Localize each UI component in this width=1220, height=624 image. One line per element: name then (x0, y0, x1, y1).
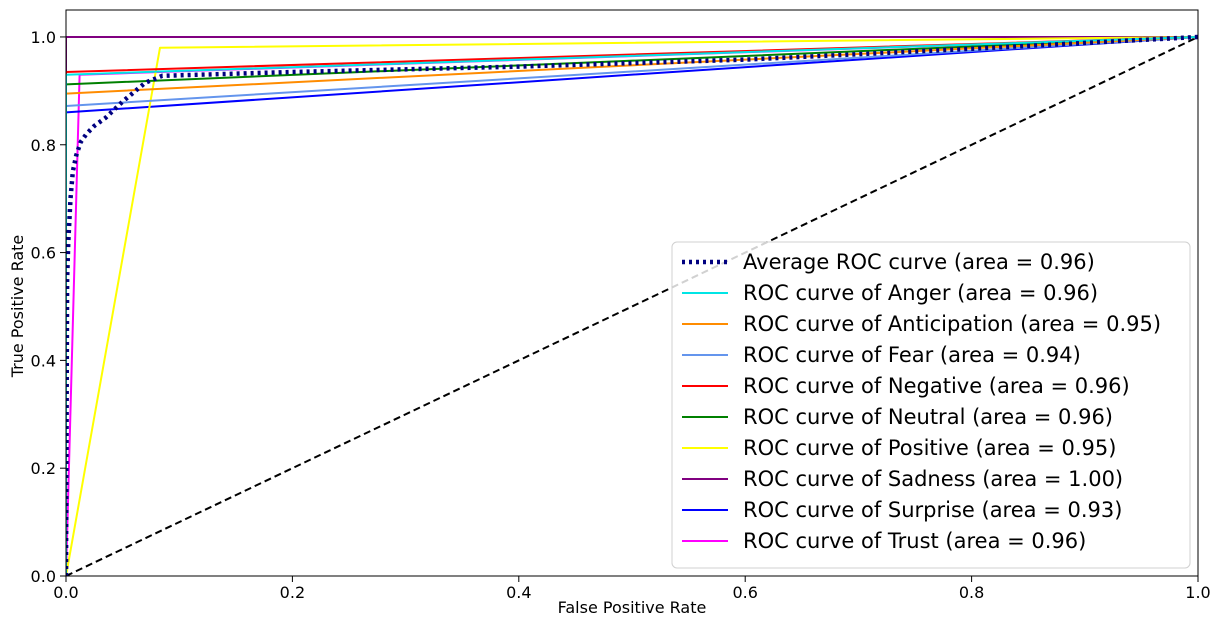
legend-box (671, 241, 1191, 569)
legend-entry-label: ROC curve of Trust (area = 0.96) (743, 529, 1086, 553)
x-tick-label: 0.4 (506, 583, 531, 602)
axes-frame (65, 9, 1199, 577)
roc-curve-of-anger-line (66, 36, 1198, 576)
x-tick-label: 0.2 (280, 583, 305, 602)
y-tick-label: 0.2 (31, 459, 56, 478)
x-tick-label: 0.8 (959, 583, 984, 602)
x-tick-label: 1.0 (1185, 583, 1210, 602)
roc-curve-of-sadness-line (66, 36, 1198, 576)
y-tick-label: 0.0 (31, 567, 56, 586)
legend-entry-label: ROC curve of Anticipation (area = 0.95) (743, 312, 1161, 336)
y-axis-label: True Positive Rate (8, 235, 27, 379)
roc-curve-of-neutral-line (66, 36, 1198, 576)
legend-entry-label: ROC curve of Negative (area = 0.96) (743, 374, 1130, 398)
roc-curve-of-anticipation-line (66, 36, 1198, 576)
plot-area (66, 34, 1198, 576)
y-tick-label: 0.8 (31, 136, 56, 155)
roc-curve-of-surprise-line (66, 36, 1198, 576)
roc-curve-of-fear-line (66, 36, 1198, 576)
legend: Average ROC curve (area = 0.96) ROC curve… (671, 241, 1191, 569)
legend-entry-label: Average ROC curve (area = 0.96) (743, 250, 1095, 274)
legend-entry-label: ROC curve of Surprise (area = 0.93) (743, 498, 1122, 522)
y-tick-label: 0.6 (31, 244, 56, 263)
legend-entry-label: ROC curve of Neutral (area = 0.96) (743, 405, 1113, 429)
x-tick-label: 0.6 (732, 583, 757, 602)
y-tick-label: 0.4 (31, 351, 56, 370)
legend-entry-label: ROC curve of Anger (area = 0.96) (743, 281, 1098, 305)
legend-entry-label: ROC curve of Sadness (area = 1.00) (743, 467, 1123, 491)
average-roc-curve-line (66, 34, 1198, 576)
x-tick-label: 0.0 (53, 583, 78, 602)
axes: 0.0 0.2 0.4 0.6 0.8 1.0 0.0 0.2 0.4 0.6 0.8 1.0 (31, 9, 1211, 602)
legend-entry-label: ROC curve of Positive (area = 0.95) (743, 436, 1116, 460)
y-tick-label: 1.0 (31, 28, 56, 47)
legend-entry-label: ROC curve of Fear (area = 0.94) (743, 343, 1081, 367)
x-axis-label: False Positive Rate (558, 598, 707, 617)
roc-curve-of-positive-line (66, 36, 1198, 576)
